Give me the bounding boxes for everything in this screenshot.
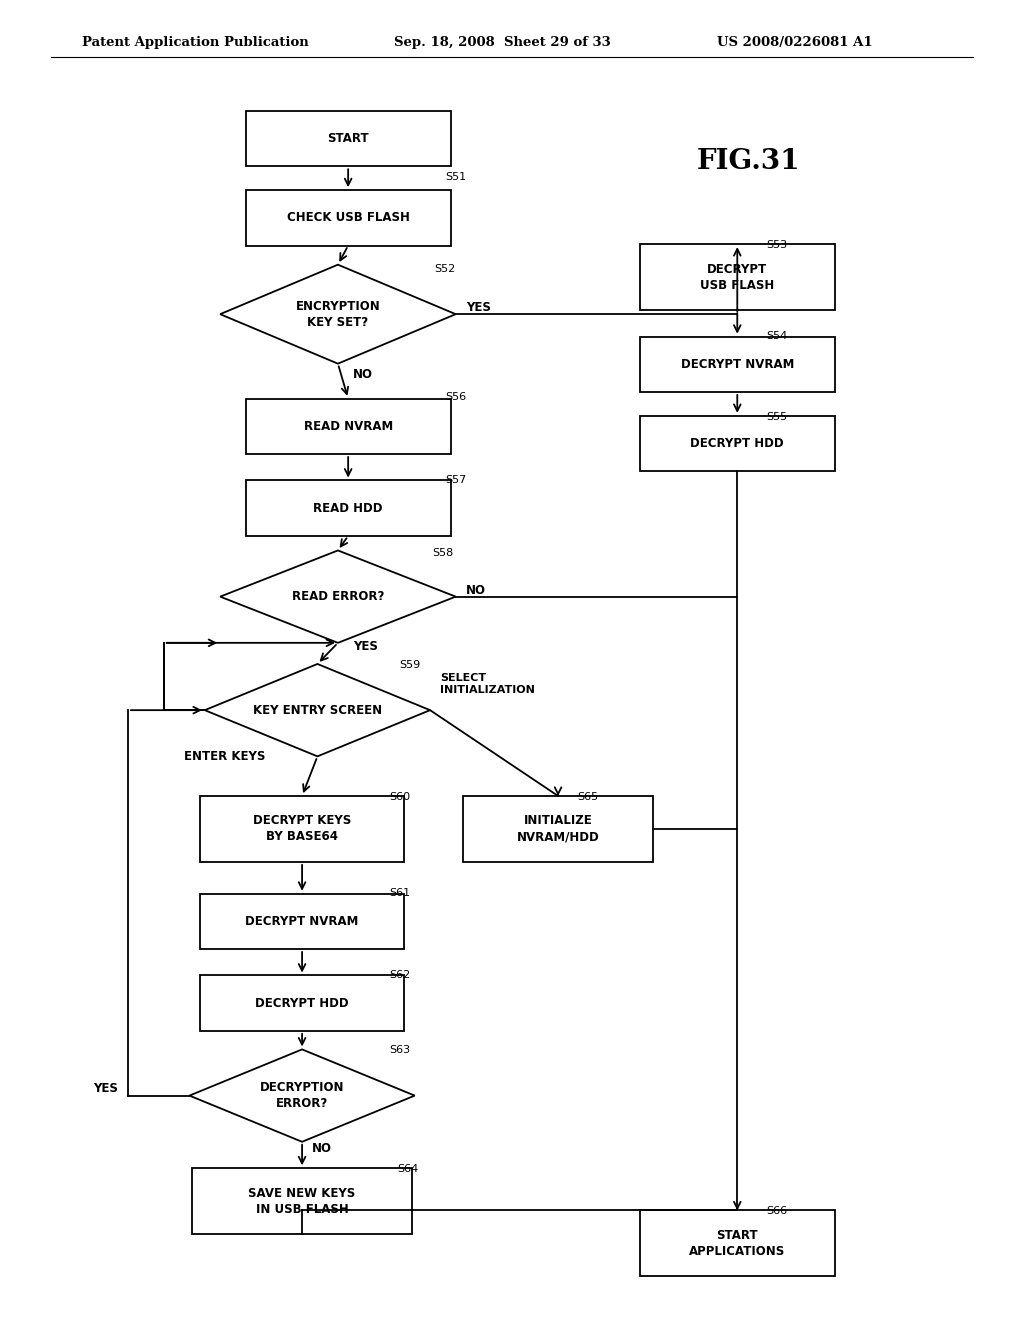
- Text: DECRYPT
USB FLASH: DECRYPT USB FLASH: [700, 263, 774, 292]
- Text: NO: NO: [466, 583, 486, 597]
- Text: NO: NO: [353, 368, 374, 381]
- Text: YES: YES: [353, 640, 378, 653]
- Text: S65: S65: [578, 792, 599, 803]
- Text: DECRYPT HDD: DECRYPT HDD: [255, 997, 349, 1010]
- Text: KEY ENTRY SCREEN: KEY ENTRY SCREEN: [253, 704, 382, 717]
- Text: YES: YES: [466, 301, 490, 314]
- FancyBboxPatch shape: [640, 416, 835, 471]
- Text: S57: S57: [445, 475, 467, 486]
- Text: S62: S62: [389, 970, 411, 981]
- Text: START: START: [328, 132, 369, 145]
- FancyBboxPatch shape: [200, 796, 404, 862]
- Text: READ ERROR?: READ ERROR?: [292, 590, 384, 603]
- FancyBboxPatch shape: [246, 111, 451, 166]
- Text: DECRYPT HDD: DECRYPT HDD: [690, 437, 784, 450]
- FancyBboxPatch shape: [193, 1168, 412, 1234]
- Text: READ HDD: READ HDD: [313, 502, 383, 515]
- Text: YES: YES: [93, 1082, 118, 1096]
- Text: S64: S64: [397, 1164, 419, 1175]
- FancyBboxPatch shape: [640, 244, 835, 310]
- FancyBboxPatch shape: [246, 399, 451, 454]
- Text: S63: S63: [389, 1045, 411, 1056]
- Text: DECRYPT KEYS
BY BASE64: DECRYPT KEYS BY BASE64: [253, 814, 351, 843]
- Text: READ NVRAM: READ NVRAM: [303, 420, 393, 433]
- Polygon shape: [205, 664, 430, 756]
- FancyBboxPatch shape: [200, 975, 404, 1031]
- FancyBboxPatch shape: [200, 894, 404, 949]
- FancyBboxPatch shape: [640, 337, 835, 392]
- Text: S52: S52: [434, 264, 456, 275]
- Text: CHECK USB FLASH: CHECK USB FLASH: [287, 211, 410, 224]
- Text: Sep. 18, 2008  Sheet 29 of 33: Sep. 18, 2008 Sheet 29 of 33: [394, 36, 611, 49]
- Text: S61: S61: [389, 888, 411, 899]
- Text: SAVE NEW KEYS
IN USB FLASH: SAVE NEW KEYS IN USB FLASH: [249, 1187, 355, 1216]
- Text: S60: S60: [389, 792, 411, 803]
- Text: INITIALIZE
NVRAM/HDD: INITIALIZE NVRAM/HDD: [517, 814, 599, 843]
- Text: DECRYPT NVRAM: DECRYPT NVRAM: [246, 915, 358, 928]
- Text: S58: S58: [432, 548, 454, 558]
- Text: ENCRYPTION
KEY SET?: ENCRYPTION KEY SET?: [296, 300, 380, 329]
- Polygon shape: [189, 1049, 415, 1142]
- Polygon shape: [220, 264, 456, 363]
- FancyBboxPatch shape: [640, 1210, 835, 1276]
- Text: S54: S54: [766, 331, 787, 342]
- Text: START
APPLICATIONS: START APPLICATIONS: [689, 1229, 785, 1258]
- Polygon shape: [220, 550, 456, 643]
- Text: DECRYPTION
ERROR?: DECRYPTION ERROR?: [260, 1081, 344, 1110]
- Text: S53: S53: [766, 240, 787, 251]
- Text: Patent Application Publication: Patent Application Publication: [82, 36, 308, 49]
- Text: ENTER KEYS: ENTER KEYS: [184, 750, 265, 763]
- Text: S59: S59: [399, 660, 421, 671]
- Text: S56: S56: [445, 392, 467, 403]
- Text: NO: NO: [312, 1142, 333, 1155]
- FancyBboxPatch shape: [246, 190, 451, 246]
- FancyBboxPatch shape: [246, 480, 451, 536]
- Text: DECRYPT NVRAM: DECRYPT NVRAM: [681, 358, 794, 371]
- Text: US 2008/0226081 A1: US 2008/0226081 A1: [717, 36, 872, 49]
- Text: SELECT
INITIALIZATION: SELECT INITIALIZATION: [440, 673, 536, 694]
- FancyBboxPatch shape: [463, 796, 653, 862]
- Text: S51: S51: [445, 172, 467, 182]
- Text: S55: S55: [766, 412, 787, 422]
- Text: S66: S66: [766, 1206, 787, 1217]
- Text: FIG.31: FIG.31: [696, 148, 800, 174]
